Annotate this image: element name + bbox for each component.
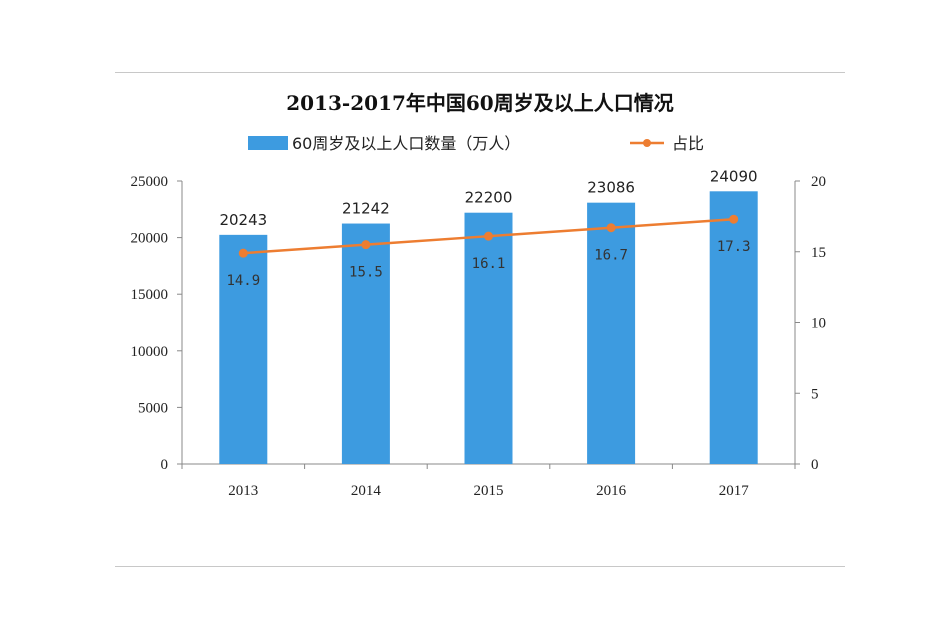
bar — [709, 191, 758, 464]
right-tick-label: 0 — [811, 457, 819, 473]
line-value-label: 16.1 — [472, 256, 506, 272]
bar-value-label: 24090 — [710, 167, 758, 185]
top-divider — [115, 72, 845, 73]
bar-value-label: 23086 — [587, 179, 635, 197]
line-point — [606, 223, 616, 233]
x-tick-label: 2013 — [228, 483, 258, 499]
left-tick-label: 5000 — [138, 400, 168, 416]
left-tick-label: 25000 — [131, 174, 169, 190]
bar-value-label: 21242 — [342, 200, 390, 218]
right-tick-label: 15 — [811, 245, 826, 261]
legend-bar-label: 60周岁及以上人口数量（万人） — [292, 134, 520, 153]
line-point — [361, 240, 371, 250]
bar — [587, 202, 636, 464]
chart-title: 2013-2017年中国60周岁及以上人口情况 — [286, 91, 673, 115]
bottom-divider — [115, 566, 845, 567]
right-tick-label: 20 — [811, 174, 826, 190]
line-value-label: 16.7 — [594, 248, 628, 264]
line-value-label: 17.3 — [717, 239, 751, 255]
line-value-label: 15.5 — [349, 265, 383, 281]
bar — [219, 234, 268, 464]
x-tick-label: 2014 — [351, 483, 382, 499]
legend-line-label: 占比 — [672, 134, 704, 153]
bar — [464, 212, 513, 464]
bar-value-label: 22200 — [465, 189, 513, 207]
x-tick-label: 2016 — [596, 483, 627, 499]
x-tick-label: 2017 — [719, 483, 750, 499]
left-tick-label: 20000 — [131, 231, 169, 247]
left-tick-label: 10000 — [131, 344, 169, 360]
left-tick-label: 15000 — [131, 287, 169, 303]
x-tick-label: 2015 — [474, 483, 504, 499]
line-value-label: 14.9 — [226, 273, 260, 289]
line-point — [238, 248, 248, 258]
legend-bar-swatch — [248, 136, 288, 150]
line-point — [484, 231, 493, 241]
bar — [341, 223, 390, 464]
left-tick-label: 0 — [161, 457, 169, 473]
bar-value-label: 20243 — [219, 211, 267, 229]
line-point — [729, 214, 739, 224]
legend-line-marker — [643, 139, 651, 147]
right-tick-label: 10 — [811, 316, 826, 332]
right-tick-label: 5 — [811, 386, 819, 402]
